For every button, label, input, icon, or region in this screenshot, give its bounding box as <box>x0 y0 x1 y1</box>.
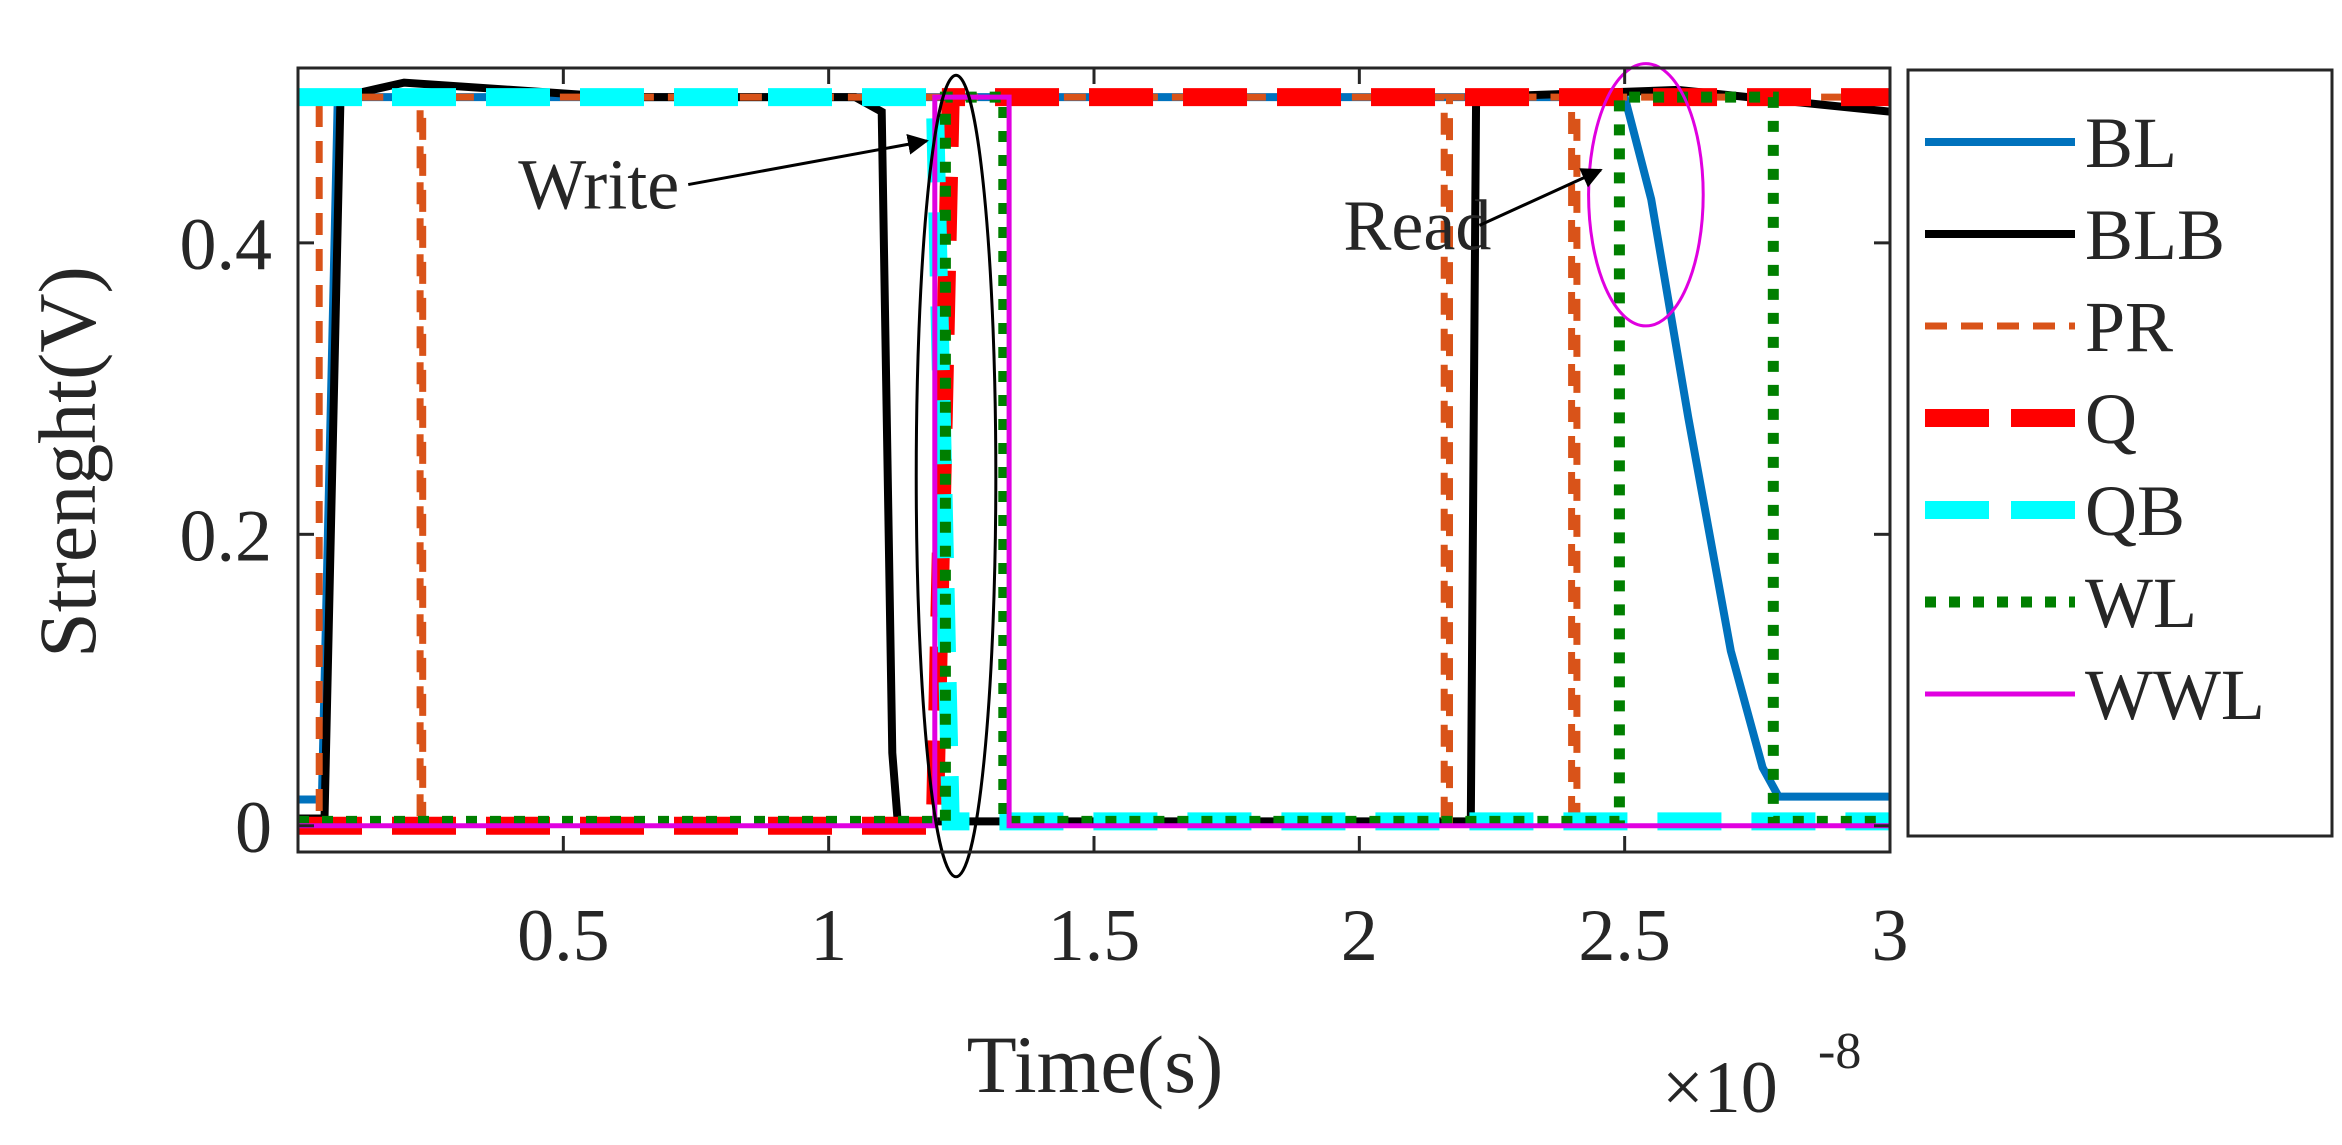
x-axis-multiplier: ×10 -8 <box>1662 1023 1861 1129</box>
y-tick-label: 0 <box>235 787 272 869</box>
x-tick-label: 0.5 <box>517 895 610 977</box>
annotation-ellipse-write <box>914 73 998 879</box>
series-line-wwl <box>298 94 1890 829</box>
y-tick-label: 0.4 <box>180 204 273 286</box>
x-tick-label: 2 <box>1341 895 1378 977</box>
annotation-arrow-write <box>687 133 929 187</box>
annotation-label-write: Write <box>518 145 679 225</box>
annotation-arrow-read <box>1478 168 1603 227</box>
legend: BL BLB PR Q QB WL WWL <box>1906 68 2334 838</box>
y-axis-title: Strenght(V) <box>22 266 113 658</box>
legend-box <box>1906 68 2334 838</box>
legend-label-q: Q <box>2085 379 2137 459</box>
x-tick-label: 2.5 <box>1578 895 1671 977</box>
tick-layer: 0.5 1 1.5 2 2.5 3 0 0.2 0.4 <box>180 68 1909 977</box>
x-multiplier-base: ×10 <box>1662 1047 1778 1129</box>
series-line-qb <box>298 88 1890 831</box>
legend-label-wl: WL <box>2085 563 2197 643</box>
annotation-ellipse-read <box>1587 62 1705 328</box>
series-line-wl <box>298 91 1890 827</box>
legend-label-wwl: WWL <box>2085 655 2265 735</box>
x-tick-label: 3 <box>1872 895 1909 977</box>
legend-label-blb: BLB <box>2085 195 2225 275</box>
legend-label-qb: QB <box>2085 471 2185 551</box>
series-line-pr <box>298 93 1890 830</box>
legend-label-bl: BL <box>2085 103 2177 183</box>
x-multiplier-exponent: -8 <box>1818 1023 1861 1080</box>
y-tick-label: 0.2 <box>180 495 273 577</box>
x-tick-label: 1.5 <box>1048 895 1141 977</box>
annotation-label-read: Read <box>1343 185 1491 265</box>
legend-entries: BL BLB PR Q QB WL WWL <box>1925 103 2265 735</box>
series-layer <box>298 78 1890 835</box>
x-axis-title: Time(s) <box>967 1019 1224 1110</box>
annotation-layer: Write Read <box>518 62 1705 879</box>
x-tick-label: 1 <box>810 895 847 977</box>
legend-label-pr: PR <box>2085 287 2173 367</box>
